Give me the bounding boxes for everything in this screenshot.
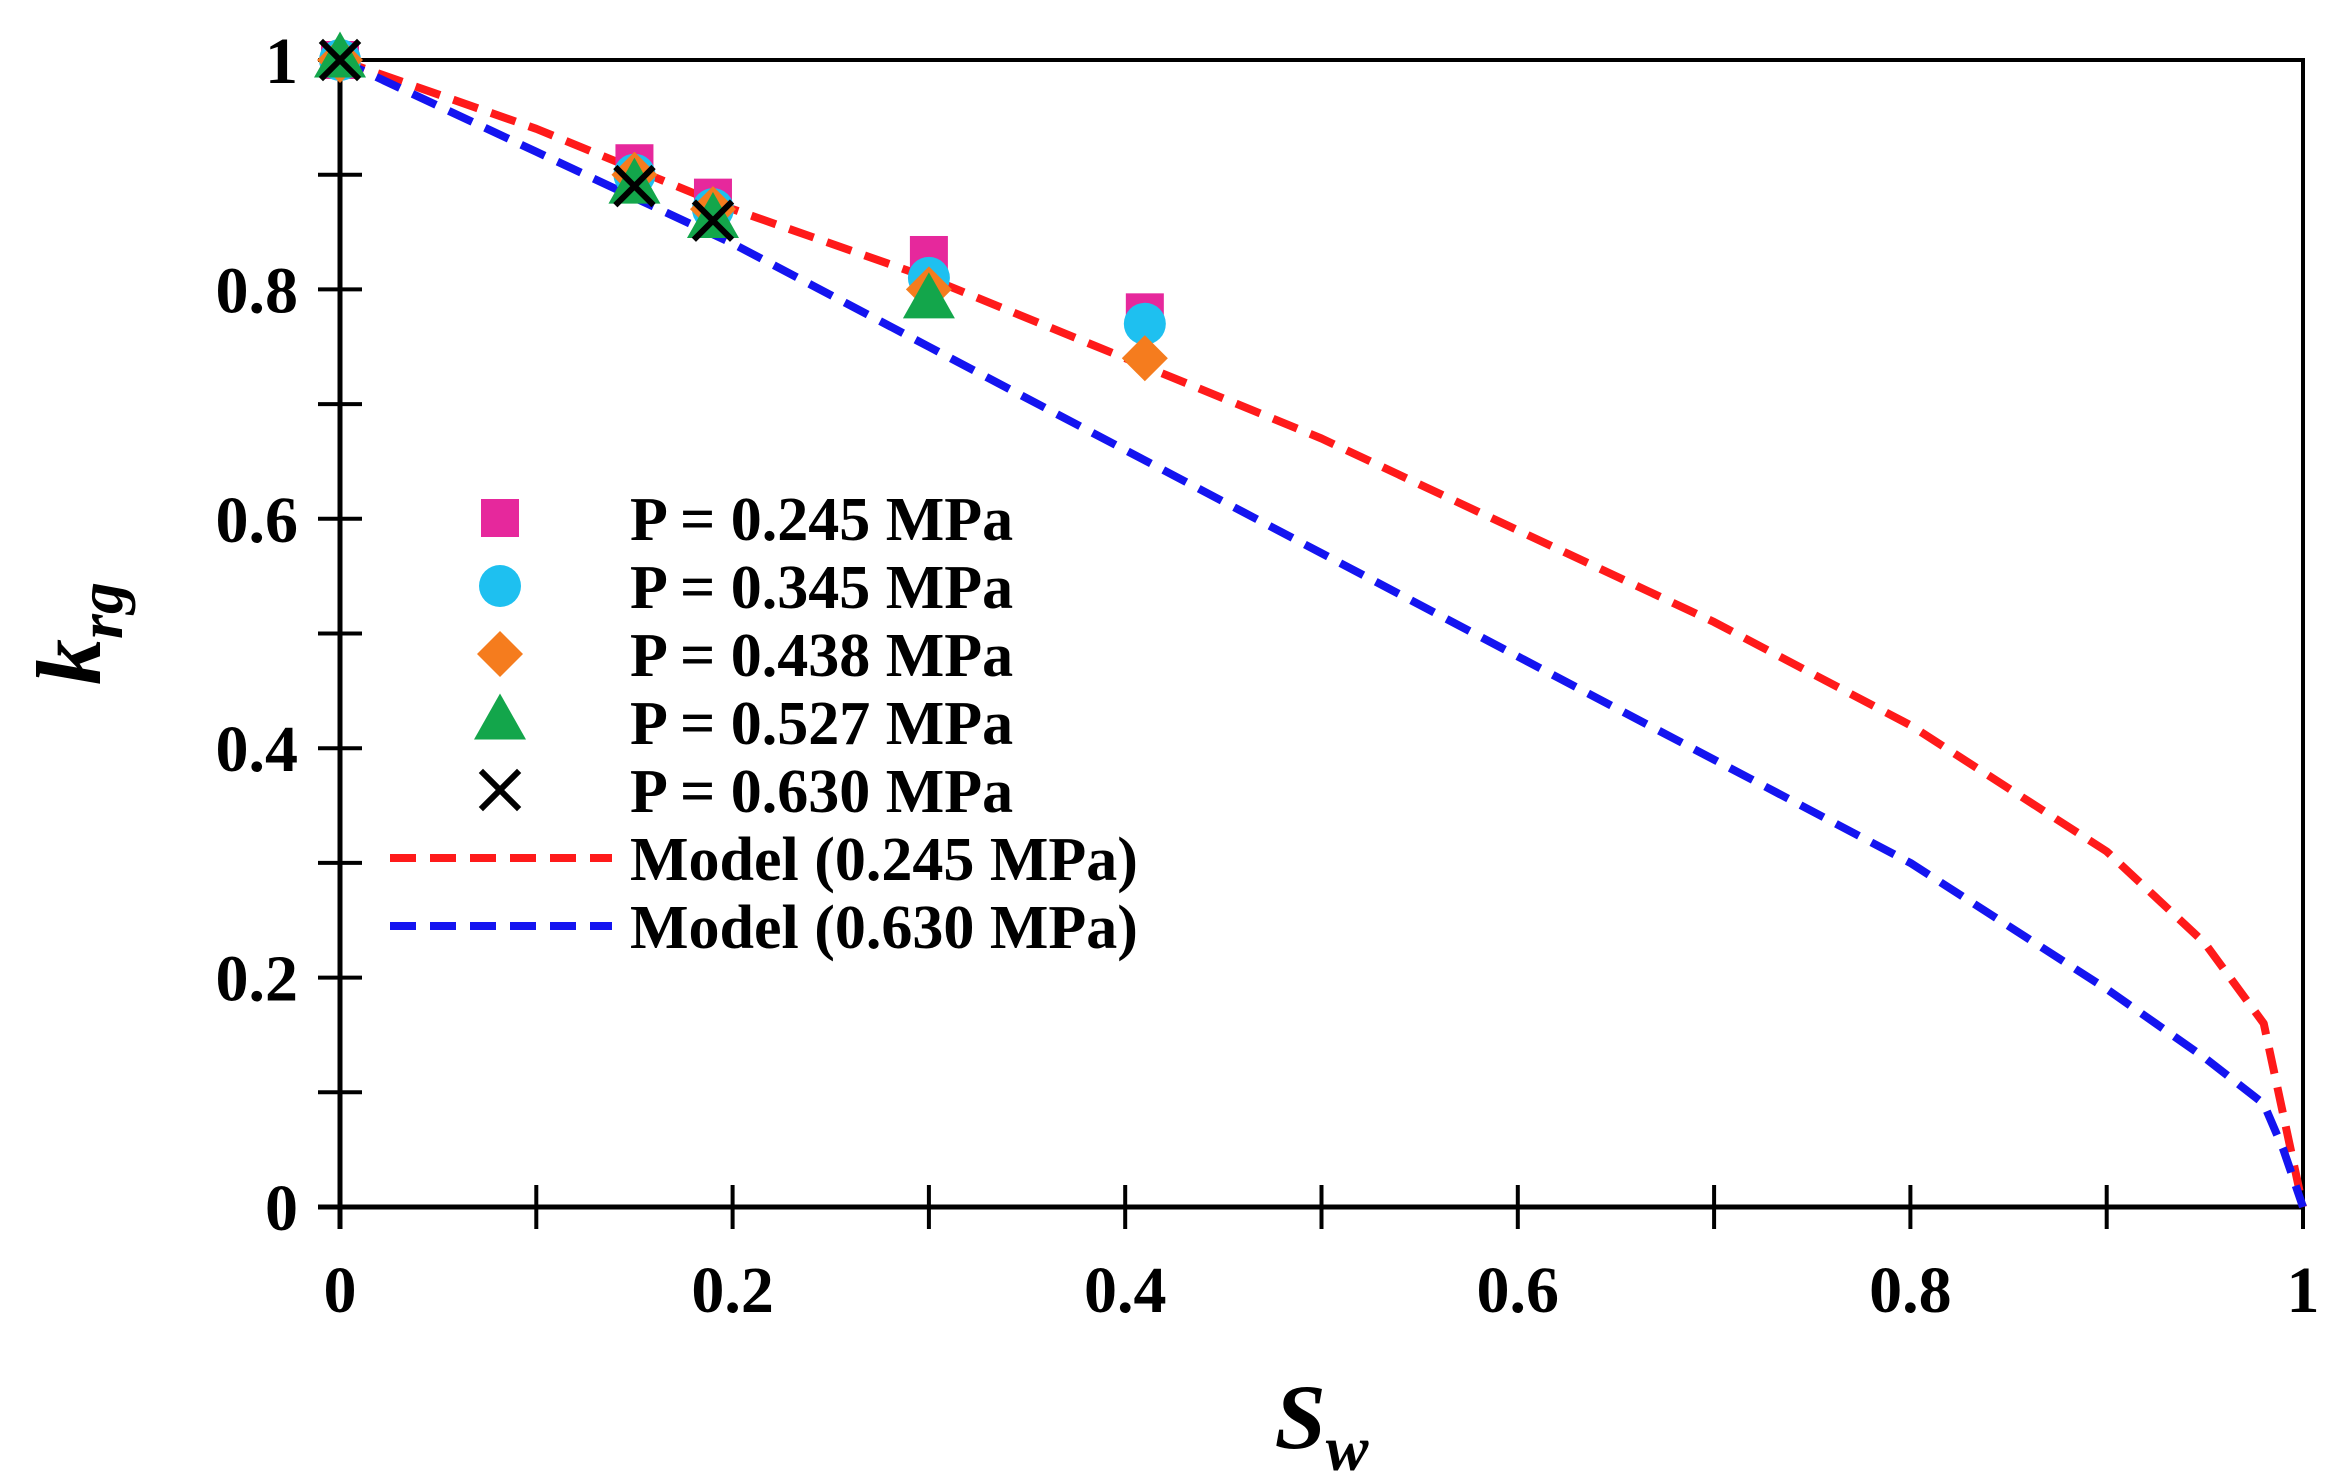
ticks: 0 0.2 0.4 0.6 0.8 1 0 0.2 0.4 0.6 0.8 1: [216, 25, 2320, 1327]
legend-marker-triangle: [474, 693, 526, 740]
y-axis-title-subscript: rg: [65, 582, 136, 639]
legend-marker-cross: [478, 768, 522, 812]
data-point-cross: [318, 38, 362, 82]
legend-label: P = 0.630 MPa: [630, 758, 1013, 826]
legend-marker-diamond: [477, 631, 523, 677]
legend-label: Model (0.245 MPa): [630, 826, 1138, 894]
model-line-0245: [338, 56, 2307, 1208]
legend-item: P = 0.438 MPa: [477, 622, 1013, 690]
data-point-diamond: [1121, 335, 1168, 382]
legend-marker-square: [481, 499, 519, 537]
x-tick-label: 0.8: [1869, 1254, 1952, 1327]
x-axis-title-subscript: w: [1326, 1413, 1369, 1482]
y-tick-label: 0.8: [216, 254, 299, 327]
data-point-cross: [691, 199, 735, 242]
legend-label: Model (0.630 MPa): [630, 894, 1138, 962]
legend-label: P = 0.345 MPa: [630, 554, 1013, 622]
plot-area: [318, 58, 2305, 1229]
markers: [314, 31, 1168, 382]
data-point-triangle: [608, 157, 661, 204]
y-axis-title: krg: [18, 582, 136, 685]
data-point-circle: [1123, 302, 1166, 345]
legend-item: P = 0.630 MPa: [478, 758, 1013, 826]
y-tick-label: 0.4: [216, 713, 299, 786]
data-point-triangle: [902, 272, 955, 319]
legend-item: Model (0.630 MPa): [390, 894, 1138, 962]
legend-item: P = 0.245 MPa: [481, 486, 1013, 554]
x-tick-label: 0.6: [1477, 1254, 1560, 1327]
legend-item: P = 0.345 MPa: [479, 554, 1013, 622]
x-tick-label: 1: [2287, 1254, 2320, 1327]
x-tick-label: 0.2: [691, 1254, 774, 1327]
x-axis-title: Sw: [1275, 1366, 1369, 1482]
x-tick-label: 0.4: [1084, 1254, 1167, 1327]
y-axis-title-base: k: [18, 639, 120, 685]
y-tick-label: 0.6: [216, 484, 299, 557]
y-tick-label: 0.2: [216, 943, 299, 1016]
legend-marker-circle: [479, 565, 521, 607]
legend-item: P = 0.527 MPa: [474, 690, 1013, 758]
data-point-triangle: [686, 192, 739, 239]
legend-label: P = 0.245 MPa: [630, 486, 1013, 554]
legend-label: P = 0.527 MPa: [630, 690, 1013, 758]
y-tick-label: 1: [265, 25, 298, 98]
data-point-triangle: [314, 31, 366, 78]
legend-label: P = 0.438 MPa: [630, 622, 1013, 690]
y-tick-label: 0: [265, 1172, 298, 1245]
x-axis-title-base: S: [1275, 1366, 1326, 1468]
x-tick-label: 0: [324, 1254, 357, 1327]
model-lines: [338, 56, 2307, 1209]
data-point-cross: [613, 164, 656, 208]
model-line-0630: [338, 56, 2307, 1209]
legend-item: Model (0.245 MPa): [390, 826, 1138, 894]
